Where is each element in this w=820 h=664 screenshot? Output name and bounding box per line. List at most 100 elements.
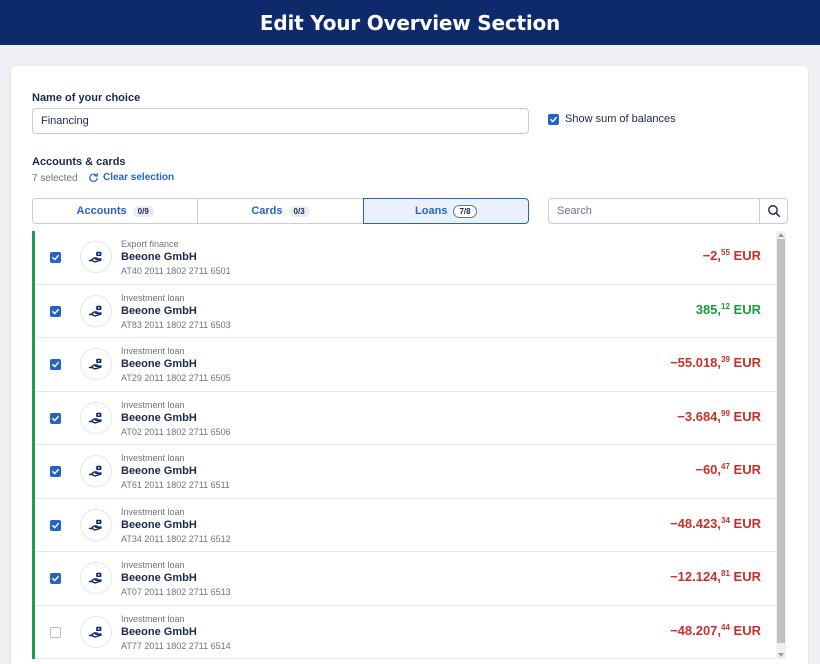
amount-currency: EUR [729,515,761,531]
overview-editor-card [11,66,808,664]
amount-currency: EUR [729,301,761,317]
show-sum-checkbox[interactable] [548,113,559,125]
amount-decimals: 99 [721,408,730,418]
row-checkbox[interactable] [50,466,61,477]
account-holder: Beeone GmbH [121,251,197,263]
tab-label: Loans [415,205,448,217]
accounts-cards-label: Accounts & cards [32,156,126,168]
amount-currency: EUR [729,408,761,424]
name-input[interactable] [32,108,529,134]
scrollbar-thumb[interactable] [777,239,785,643]
row-details: Investment loan Beeone GmbH AT77 2011 18… [121,613,231,653]
search-button[interactable] [759,199,787,223]
balance-amount: −3.684,99 EUR [677,409,761,424]
amount-integer: −2, [702,248,722,263]
loan-row[interactable]: Investment loan Beeone GmbH AT61 2011 18… [35,445,775,499]
checkmark-icon [52,468,60,475]
tab-cards[interactable]: Cards 0/3 [197,198,364,224]
product-type: Investment loan [121,506,185,517]
balance-amount: −2,55 EUR [703,248,761,263]
search-input[interactable] [549,199,759,223]
amount-integer: −55.018, [670,355,722,370]
checkmark-icon [52,308,60,314]
account-holder: Beeone GmbH [121,465,197,477]
clear-selection-button[interactable]: Clear selection [88,172,174,183]
tab-count-badge: 0/9 [132,205,154,217]
iban: AT07 2011 1802 2711 6513 [121,587,231,597]
row-checkbox[interactable] [50,573,61,584]
amount-integer: 385, [695,301,722,317]
row-checkbox[interactable] [50,412,61,424]
amount-currency: EUR [729,569,761,584]
amount-integer: −3.684, [677,408,722,424]
product-type: Investment loan [121,560,185,570]
account-holder: Beeone GmbH [121,358,197,370]
loan-hand-icon [80,241,112,273]
balance-amount: −55.018,39 EUR [670,355,761,370]
tab-label: Cards [251,205,283,217]
product-type: Investment loan [121,346,185,356]
loan-hand-icon [80,455,112,487]
account-type-tabs: Accounts 0/9 Cards 0/3 Loans 7/8 [32,198,529,224]
row-checkbox[interactable] [50,359,61,370]
amount-integer: −60, [695,462,722,477]
amount-decimals: 55 [721,248,730,257]
iban: AT29 2011 1802 2711 6505 [121,373,231,383]
amount-currency: EUR [729,462,761,477]
loan-hand-icon [80,401,112,434]
loan-row[interactable]: Export finance Beeone GmbH AT40 2011 180… [35,231,775,285]
name-label: Name of your choice [32,92,141,104]
loan-row[interactable]: Investment loan Beeone GmbH AT77 2011 18… [35,606,775,659]
amount-decimals: 12 [721,301,730,311]
checkmark-icon [550,116,558,122]
row-checkbox[interactable] [50,252,61,263]
refresh-icon [89,173,99,182]
loan-hand-icon [80,615,112,648]
list-scrollbar[interactable] [776,231,786,659]
tab-count-badge: 7/8 [453,204,477,218]
row-checkbox[interactable] [50,519,61,531]
checkmark-icon [52,415,60,421]
loan-list: Export finance Beeone GmbH AT40 2011 180… [32,231,775,659]
product-type: Investment loan [121,292,185,303]
iban: AT61 2011 1802 2711 6511 [121,480,230,490]
loan-hand-icon [80,562,112,594]
amount-integer: −12.124, [670,569,722,584]
row-details: Investment loan Beeone GmbH AT07 2011 18… [121,559,231,599]
account-holder: Beeone GmbH [121,518,197,531]
show-sum-toggle[interactable]: Show sum of balances [548,113,676,125]
product-type: Investment loan [121,453,185,463]
row-details: Investment loan Beeone GmbH AT34 2011 18… [121,506,231,546]
loan-row[interactable]: Investment loan Beeone GmbH AT34 2011 18… [35,499,775,552]
row-details: Export finance Beeone GmbH AT40 2011 180… [121,238,231,278]
product-type: Investment loan [121,613,185,624]
search-box [548,198,788,224]
show-sum-label: Show sum of balances [565,113,676,125]
loan-row[interactable]: Investment loan Beeone GmbH AT83 2011 18… [35,285,775,338]
product-type: Export finance [121,239,179,249]
checkmark-icon [52,254,60,261]
selected-count: 7 selected [32,173,78,184]
loan-row[interactable]: Investment loan Beeone GmbH AT29 2011 18… [35,338,775,392]
row-checkbox[interactable] [50,626,61,638]
page-header: Edit Your Overview Section [0,0,820,45]
loan-row[interactable]: Investment loan Beeone GmbH AT07 2011 18… [35,552,775,606]
row-details: Investment loan Beeone GmbH AT83 2011 18… [121,292,231,332]
amount-currency: EUR [729,355,761,370]
row-checkbox[interactable] [50,305,61,317]
loan-row[interactable]: Investment loan Beeone GmbH AT02 2011 18… [35,392,775,445]
account-holder: Beeone GmbH [121,411,197,424]
row-details: Investment loan Beeone GmbH AT02 2011 18… [121,399,231,439]
tab-loans[interactable]: Loans 7/8 [362,198,529,224]
tab-accounts[interactable]: Accounts 0/9 [32,198,199,224]
amount-decimals: 39 [721,355,730,364]
page-title: Edit Your Overview Section [259,10,561,35]
amount-decimals: 47 [721,462,730,471]
scroll-down-arrow[interactable] [778,653,784,657]
row-details: Investment loan Beeone GmbH AT29 2011 18… [121,345,231,385]
amount-integer: −48.207, [670,622,722,638]
scroll-up-arrow[interactable] [778,233,784,237]
amount-decimals: 44 [721,622,730,632]
loan-hand-icon [80,294,112,327]
tab-label: Accounts [76,205,127,217]
